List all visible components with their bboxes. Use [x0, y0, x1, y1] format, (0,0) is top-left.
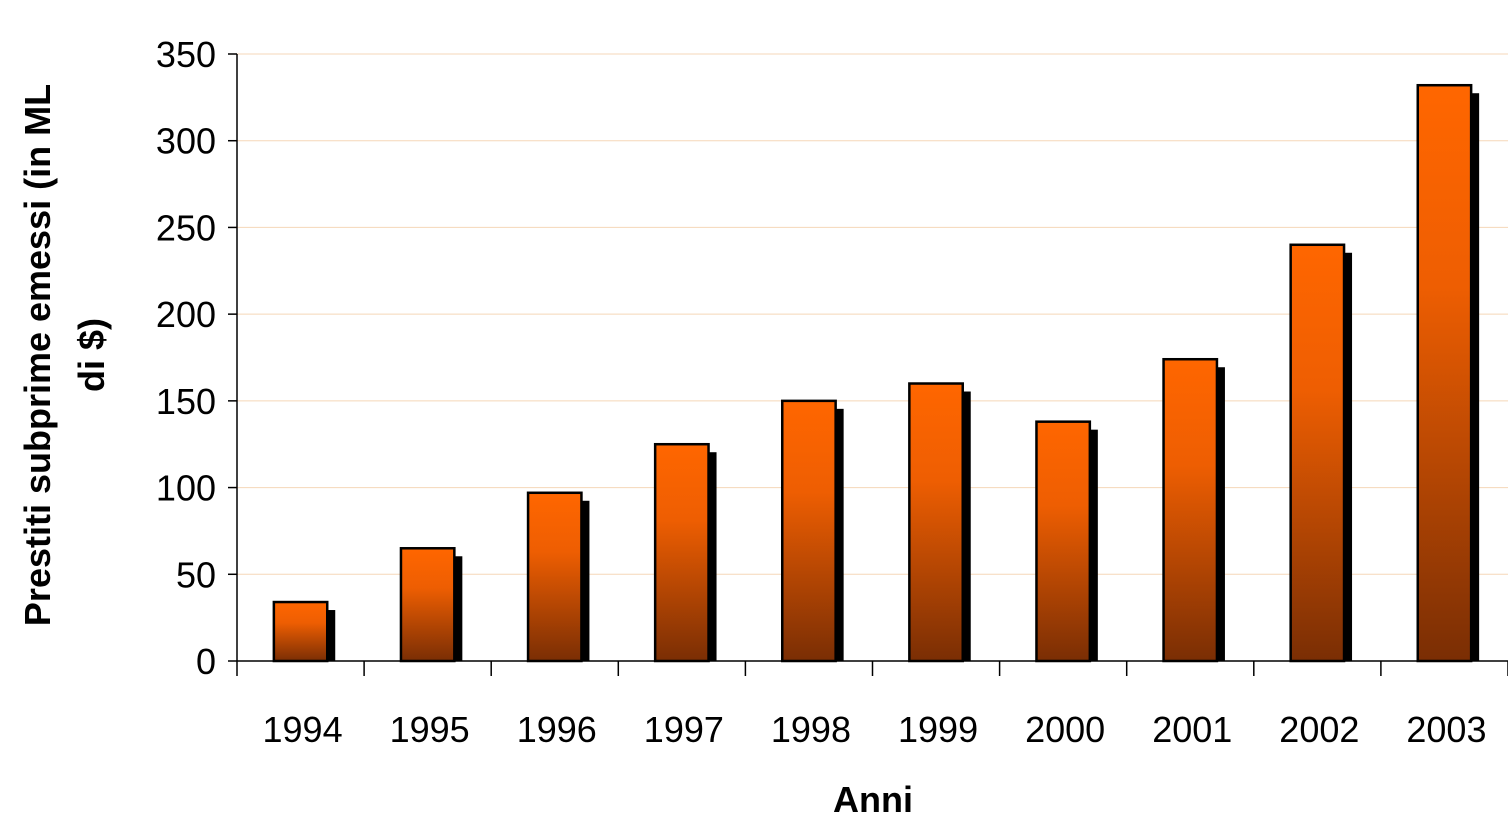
bar-1998 — [781, 399, 837, 663]
x-axis-title: Anni — [833, 779, 913, 820]
x-tick-label: 1998 — [771, 709, 851, 750]
bar-1996 — [526, 491, 583, 663]
x-tick-labels: 1994 1995 1996 1997 1998 1999 2000 2001 2002 2003 — [263, 709, 1487, 750]
y-axis-title: Prestiti subprime emessi (in ML di $) — [17, 84, 112, 626]
bar-1995 — [399, 547, 456, 663]
y-tick-label: 150 — [156, 381, 216, 422]
bar-1994 — [272, 600, 329, 663]
y-tick-label: 50 — [176, 554, 216, 595]
bar-2002 — [1289, 243, 1346, 663]
bar-2003 — [1416, 83, 1473, 663]
bar-1997 — [653, 442, 710, 663]
y-tick-label: 200 — [156, 294, 216, 335]
y-tick-label: 250 — [156, 207, 216, 248]
x-tick-label: 1994 — [263, 709, 343, 750]
y-tick-label: 100 — [156, 468, 216, 509]
y-tick-labels: 0 50 100 150 200 250 300 350 — [156, 34, 216, 682]
x-tick-label: 2001 — [1152, 709, 1232, 750]
x-tick-label: 2002 — [1279, 709, 1359, 750]
x-tick-label: 1997 — [644, 709, 724, 750]
x-tick-label: 2003 — [1406, 709, 1486, 750]
bar-2001 — [1162, 357, 1219, 663]
x-tick-label: 2000 — [1025, 709, 1105, 750]
bar-1999 — [908, 382, 964, 663]
gridlines — [237, 53, 1508, 575]
y-tick-label: 0 — [196, 641, 216, 682]
x-tick-label: 1995 — [390, 709, 470, 750]
x-tick-label: 1999 — [898, 709, 978, 750]
y-tick-label: 300 — [156, 121, 216, 162]
y-axis-title-line-2: di $) — [71, 318, 112, 392]
bars — [272, 83, 1480, 663]
axes — [228, 53, 1508, 676]
bar-2000 — [1035, 420, 1092, 663]
x-tick-label: 1996 — [517, 709, 597, 750]
y-axis-title-line-1: Prestiti subprime emessi (in ML — [17, 84, 58, 626]
y-tick-label: 350 — [156, 34, 216, 75]
